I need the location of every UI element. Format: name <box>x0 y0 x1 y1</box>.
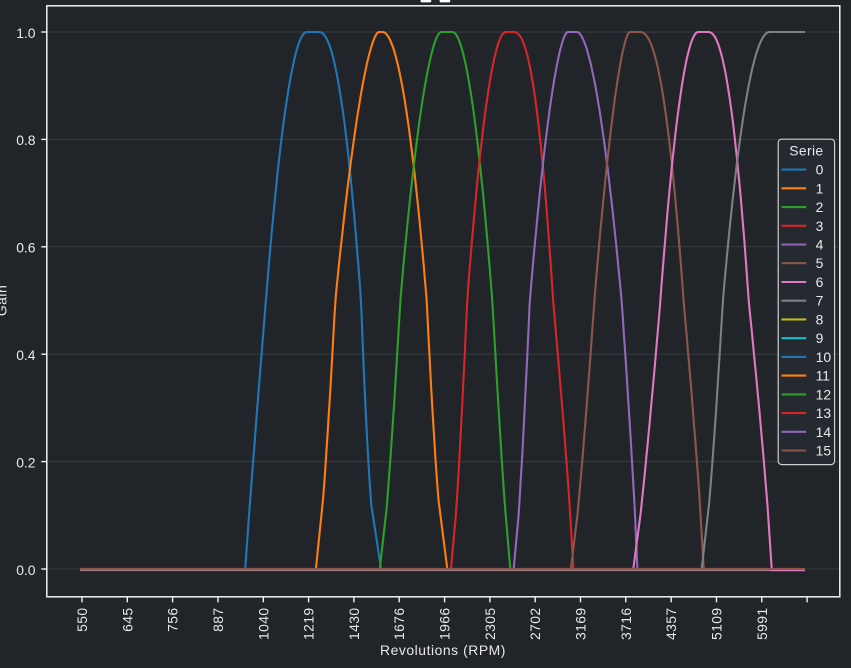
svg-text:756: 756 <box>165 608 181 632</box>
svg-text:0.0: 0.0 <box>16 562 36 578</box>
svg-text:8: 8 <box>816 311 824 327</box>
svg-text:5109: 5109 <box>709 608 725 641</box>
svg-text:1966: 1966 <box>437 608 453 641</box>
svg-text:3716: 3716 <box>618 608 634 641</box>
svg-text:13: 13 <box>816 405 832 421</box>
svg-text:0.2: 0.2 <box>16 454 36 470</box>
svg-text:Gain: Gain <box>0 285 10 316</box>
svg-text:0.6: 0.6 <box>16 240 36 256</box>
svg-text:7: 7 <box>816 293 824 309</box>
svg-text:550: 550 <box>74 608 90 632</box>
svg-text:887: 887 <box>210 608 226 632</box>
svg-text:Serie: Serie <box>789 143 823 159</box>
svg-text:1676: 1676 <box>391 608 407 641</box>
svg-text:1: 1 <box>816 180 824 196</box>
svg-text:4357: 4357 <box>663 608 679 641</box>
svg-text:5: 5 <box>816 255 824 271</box>
svg-text:0.4: 0.4 <box>16 347 36 363</box>
svg-text:0.8: 0.8 <box>16 132 36 148</box>
svg-text:2702: 2702 <box>527 608 543 641</box>
svg-text:0: 0 <box>816 162 824 178</box>
svg-text:5991: 5991 <box>754 608 770 641</box>
svg-text:15: 15 <box>816 443 832 459</box>
svg-text:11: 11 <box>816 368 831 384</box>
svg-text:2: 2 <box>816 199 824 215</box>
svg-text:6: 6 <box>816 274 824 290</box>
svg-text:4: 4 <box>816 237 824 253</box>
svg-text:Revolutions (RPM): Revolutions (RPM) <box>380 642 506 658</box>
svg-text:14: 14 <box>816 424 832 440</box>
svg-text:645: 645 <box>119 608 135 632</box>
svg-text:9: 9 <box>816 330 824 346</box>
svg-text:1.0: 1.0 <box>16 25 36 41</box>
svg-text:3169: 3169 <box>573 608 589 641</box>
svg-text:1040: 1040 <box>255 608 271 641</box>
svg-text:2305: 2305 <box>482 608 498 641</box>
svg-text:1430: 1430 <box>346 608 362 641</box>
svg-text:12: 12 <box>816 386 832 402</box>
svg-text:3: 3 <box>816 218 824 234</box>
svg-text:10: 10 <box>816 349 832 365</box>
svg-text:1219: 1219 <box>301 608 317 641</box>
